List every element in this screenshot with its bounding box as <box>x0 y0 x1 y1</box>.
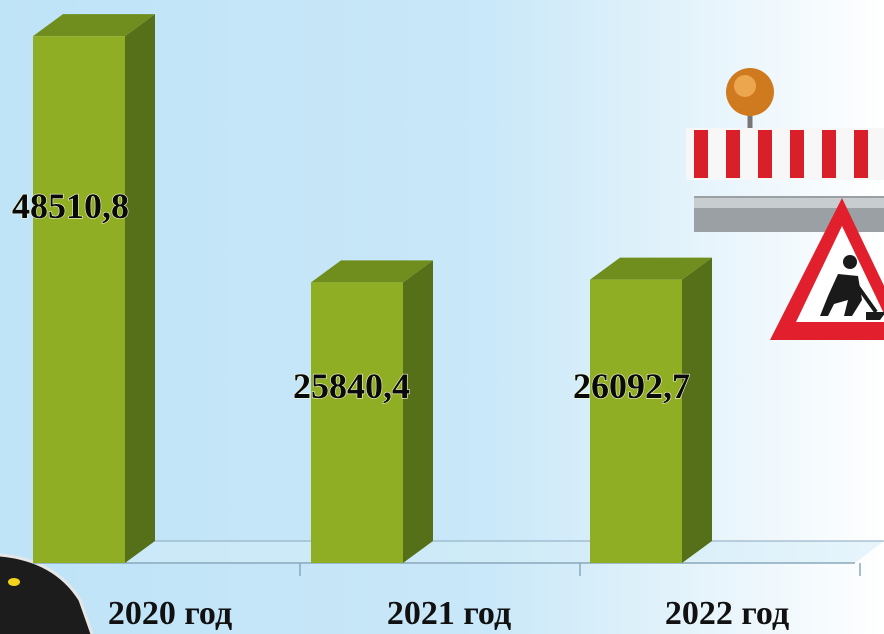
bar-3 <box>590 257 712 563</box>
bar-front <box>590 279 682 563</box>
x-tick-label: 2020 год <box>108 595 232 632</box>
bar-2 <box>311 260 433 563</box>
bar-side <box>682 257 712 563</box>
floor-plane <box>33 541 884 563</box>
data-label: 48510,8 <box>12 186 129 226</box>
bar-top <box>590 257 712 280</box>
chart-floor <box>33 540 884 576</box>
value-labels: 48510,8 25840,4 26092,7 <box>11 185 690 406</box>
road-barrier-icon <box>686 68 884 232</box>
bar-top <box>311 260 433 283</box>
road-works-sign-icon <box>770 198 884 340</box>
road-icon <box>0 553 94 634</box>
bar-side <box>125 14 155 563</box>
bar-front <box>311 282 403 563</box>
bar-series <box>33 14 712 563</box>
category-labels: 2020 год 2021 год 2022 год <box>108 595 789 632</box>
x-tick-label: 2022 год <box>665 595 789 632</box>
data-label: 26092,7 <box>573 366 690 406</box>
data-label: 25840,4 <box>293 366 410 406</box>
bar-1 <box>33 14 155 563</box>
bar-top <box>33 14 155 37</box>
bar-front <box>33 36 125 563</box>
x-tick-label: 2021 год <box>387 595 511 632</box>
bar-side <box>403 260 433 563</box>
